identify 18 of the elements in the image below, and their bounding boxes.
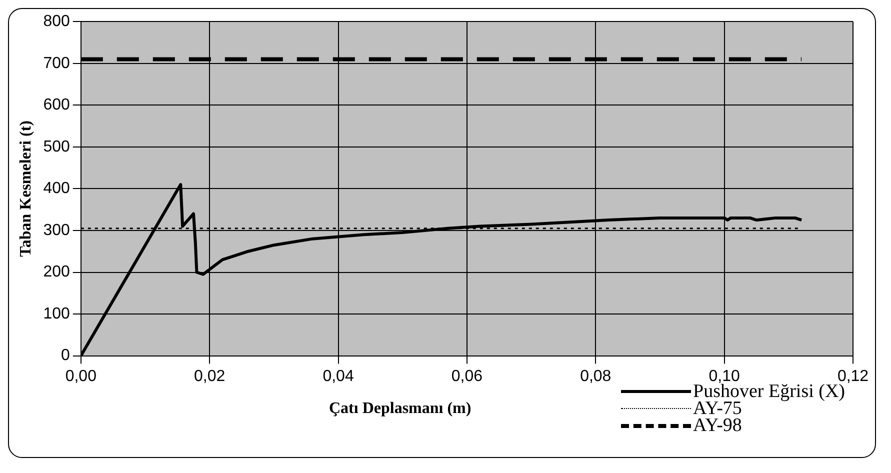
x-tick-label: 0,08 [580,368,612,385]
x-tick-label: 0,04 [322,368,354,385]
y-tick-label: 0 [60,347,70,364]
y-tick-label: 400 [43,180,70,198]
y-tick-label: 100 [43,305,70,322]
y-tick-label: 600 [43,96,70,114]
y-tick-label: 200 [43,264,70,281]
x-tick-label: 0,06 [451,368,483,385]
x-axis-title: Çatı Deplasmanı (m) [329,400,472,418]
x-tick-label: 0,12 [837,368,869,385]
y-tick-label: 300 [43,222,70,239]
x-tick-label: 0,00 [65,368,97,385]
x-tick-label: 0,10 [708,368,740,385]
y-tick-label: 800 [43,13,70,30]
y-tick-label: 700 [43,54,70,72]
y-tick-label: 500 [43,138,70,156]
y-axis-title: Taban Kesmeleri (t) [18,120,35,257]
x-tick-label: 0,02 [194,368,226,385]
